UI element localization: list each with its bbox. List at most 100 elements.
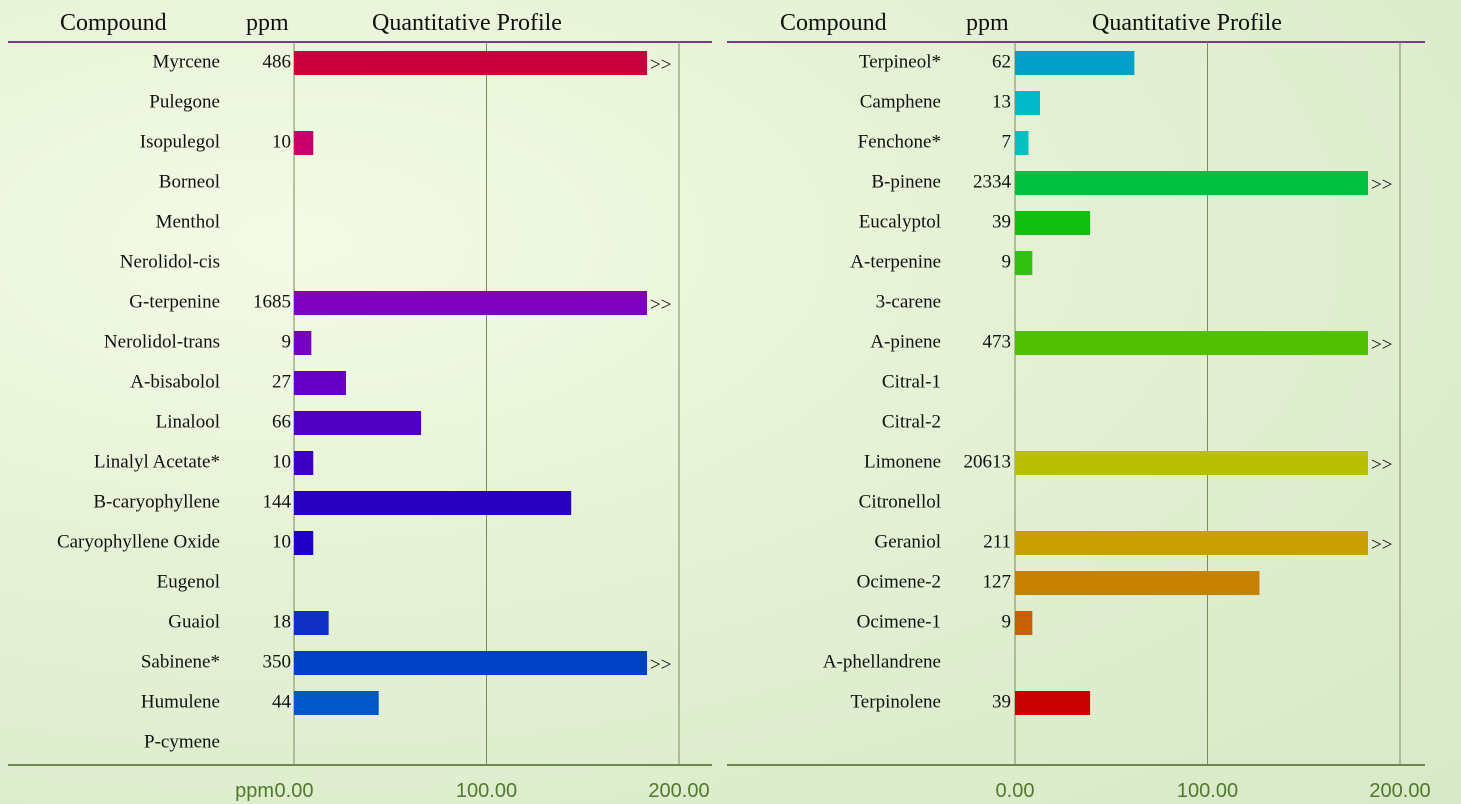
compound-label: Citronellol: [859, 491, 941, 512]
overflow-marker: >>: [1371, 174, 1392, 195]
compound-label: Ocimene-1: [857, 611, 941, 632]
ppm-label: 62: [992, 51, 1011, 72]
bar: [1015, 611, 1033, 635]
x-axis-label: ppm: [235, 780, 274, 802]
compound-label: Camphene: [860, 91, 941, 112]
column-header: ppm: [966, 10, 1009, 36]
ppm-label: 27: [272, 371, 291, 392]
compound-label: Eucalyptol: [859, 211, 941, 232]
ppm-label: 486: [263, 51, 292, 72]
x-tick-label: 200.00: [648, 780, 709, 802]
overflow-marker: >>: [650, 54, 671, 75]
overflow-marker: >>: [650, 294, 671, 315]
compound-label: Citral-1: [882, 371, 941, 392]
ppm-label: 350: [263, 651, 292, 672]
compound-label: P-cymene: [144, 731, 220, 752]
compound-label: Citral-2: [882, 411, 941, 432]
compound-label: Pulegone: [149, 91, 220, 112]
compound-label: 3-carene: [876, 291, 941, 312]
compound-label: Eugenol: [157, 571, 220, 592]
bar: [1015, 251, 1033, 275]
x-tick-label: 0.00: [275, 780, 314, 802]
ppm-label: 2334: [973, 171, 1012, 192]
ppm-label: 66: [272, 411, 291, 432]
compound-label: A-terpenine: [850, 251, 941, 272]
overflow-marker: >>: [1371, 534, 1392, 555]
compound-label: Geraniol: [875, 531, 941, 552]
bar: [294, 531, 314, 555]
bar: [294, 371, 346, 395]
bar: [1015, 51, 1135, 75]
compound-label: A-phellandrene: [823, 651, 941, 672]
bar: [294, 451, 314, 475]
overflow-marker: >>: [1371, 454, 1392, 475]
compound-label: Terpinolene: [851, 691, 941, 712]
bar: [1015, 451, 1369, 475]
ppm-label: 7: [1002, 131, 1012, 152]
x-tick-label: 200.00: [1369, 780, 1430, 802]
bar: [294, 331, 312, 355]
bar: [1015, 531, 1369, 555]
column-header: ppm: [246, 10, 289, 36]
compound-label: B-pinene: [871, 171, 941, 192]
compound-label: Menthol: [156, 211, 220, 232]
bar: [1015, 571, 1260, 595]
bar: [294, 291, 648, 315]
bar: [1015, 691, 1091, 715]
bar: [1015, 171, 1369, 195]
bar: [294, 411, 422, 435]
overflow-marker: >>: [1371, 334, 1392, 355]
ppm-label: 10: [272, 531, 291, 552]
x-tick-label: 100.00: [456, 780, 517, 802]
ppm-label: 144: [263, 491, 292, 512]
compound-label: Isopulegol: [140, 131, 220, 152]
column-header: Quantitative Profile: [1092, 10, 1282, 36]
overflow-marker: >>: [650, 654, 671, 675]
compound-label: Limonene: [864, 451, 941, 472]
compound-label: Nerolidol-cis: [120, 251, 220, 272]
ppm-label: 44: [272, 691, 292, 712]
compound-label: Fenchone*: [858, 131, 941, 152]
compound-label: Ocimene-2: [857, 571, 941, 592]
compound-label: Borneol: [159, 171, 220, 192]
ppm-label: 9: [282, 331, 292, 352]
ppm-label: 9: [1002, 251, 1012, 272]
bar: [294, 131, 314, 155]
bar: [294, 51, 648, 75]
compound-label: A-pinene: [870, 331, 941, 352]
bar: [294, 491, 572, 515]
ppm-label: 1685: [253, 291, 291, 312]
compound-label: B-caryophyllene: [93, 491, 220, 512]
column-header: Compound: [780, 10, 887, 36]
column-header: Quantitative Profile: [372, 10, 562, 36]
compound-label: Myrcene: [152, 51, 220, 72]
compound-label: Caryophyllene Oxide: [57, 531, 220, 552]
ppm-label: 39: [992, 691, 1011, 712]
compound-label: A-bisabolol: [130, 371, 220, 392]
x-tick-label: 100.00: [1177, 780, 1238, 802]
bar: [1015, 131, 1029, 155]
ppm-label: 10: [272, 131, 291, 152]
compound-label: Linalool: [156, 411, 220, 432]
ppm-label: 39: [992, 211, 1011, 232]
ppm-label: 20613: [964, 451, 1012, 472]
ppm-label: 127: [983, 571, 1012, 592]
column-header: Compound: [60, 10, 167, 36]
bar: [1015, 91, 1041, 115]
ppm-label: 18: [272, 611, 291, 632]
ppm-label: 9: [1002, 611, 1012, 632]
compound-label: Terpineol*: [859, 51, 941, 72]
bar: [1015, 211, 1091, 235]
bar: [1015, 331, 1369, 355]
compound-label: Guaiol: [168, 611, 220, 632]
ppm-label: 473: [983, 331, 1012, 352]
ppm-label: 13: [992, 91, 1011, 112]
bar: [294, 611, 329, 635]
x-tick-label: 0.00: [996, 780, 1035, 802]
bar: [294, 651, 648, 675]
compound-label: Nerolidol-trans: [104, 331, 220, 352]
ppm-label: 211: [983, 531, 1011, 552]
compound-label: Sabinene*: [141, 651, 220, 672]
